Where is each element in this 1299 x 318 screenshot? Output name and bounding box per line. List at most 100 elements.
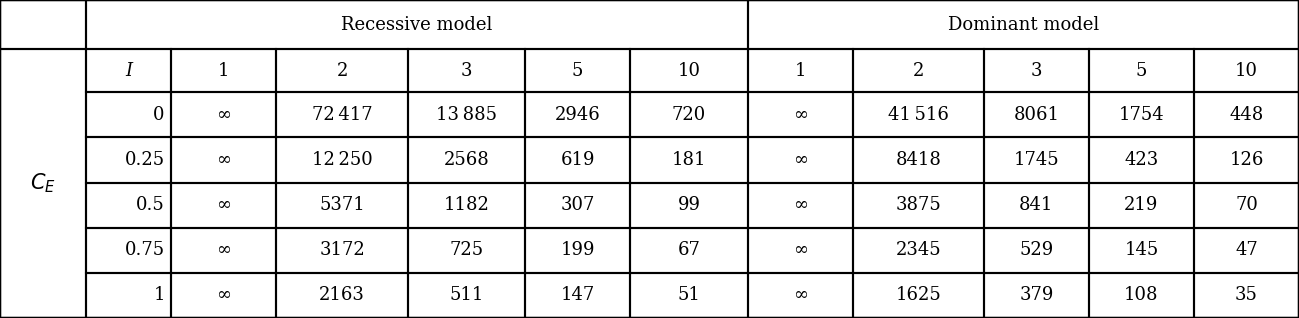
Bar (748, 92, 852, 137)
Bar (277, 49, 408, 92)
Bar (1194, 137, 1299, 183)
Bar (983, 273, 1089, 318)
Bar (1194, 49, 1299, 92)
Text: 1: 1 (795, 62, 805, 80)
Text: 13 885: 13 885 (436, 106, 498, 124)
Text: 3: 3 (1030, 62, 1042, 80)
Bar (630, 92, 748, 137)
Text: 147: 147 (560, 287, 595, 304)
Text: 1: 1 (218, 62, 230, 80)
Bar (983, 228, 1089, 273)
Text: 99: 99 (677, 196, 700, 214)
Bar (1089, 273, 1194, 318)
Text: 10: 10 (1235, 62, 1257, 80)
Text: 47: 47 (1235, 241, 1257, 259)
Bar (852, 183, 983, 228)
Bar (630, 228, 748, 273)
Bar (277, 92, 408, 137)
Text: 181: 181 (672, 151, 707, 169)
Text: 145: 145 (1125, 241, 1159, 259)
Bar (1089, 183, 1194, 228)
Bar (277, 228, 408, 273)
Text: 219: 219 (1124, 196, 1159, 214)
Text: 1182: 1182 (443, 196, 490, 214)
Text: 1625: 1625 (895, 287, 942, 304)
Bar (748, 49, 852, 92)
Bar (748, 273, 852, 318)
Text: Dominant model: Dominant model (948, 16, 1099, 34)
Text: 0.5: 0.5 (136, 196, 165, 214)
Bar (525, 228, 630, 273)
Text: 51: 51 (678, 287, 700, 304)
Bar (171, 92, 277, 137)
Text: 725: 725 (449, 241, 483, 259)
Text: ∞: ∞ (792, 106, 808, 124)
Text: 70: 70 (1235, 196, 1257, 214)
Bar (277, 137, 408, 183)
Bar (408, 183, 525, 228)
Bar (86, 92, 171, 137)
Text: 379: 379 (1020, 287, 1053, 304)
Text: 448: 448 (1229, 106, 1264, 124)
Bar (630, 137, 748, 183)
Text: 10: 10 (677, 62, 700, 80)
Bar (748, 183, 852, 228)
Text: 3: 3 (461, 62, 472, 80)
Text: 5: 5 (572, 62, 583, 80)
Text: 2: 2 (336, 62, 348, 80)
Bar (408, 137, 525, 183)
Text: ∞: ∞ (217, 241, 231, 259)
Text: 0.25: 0.25 (125, 151, 165, 169)
Bar (525, 49, 630, 92)
Text: ∞: ∞ (217, 106, 231, 124)
Bar (1089, 137, 1194, 183)
Text: ∞: ∞ (792, 196, 808, 214)
Bar (277, 183, 408, 228)
Text: 1: 1 (153, 287, 165, 304)
Bar (525, 92, 630, 137)
Bar (408, 228, 525, 273)
Bar (852, 49, 983, 92)
Text: 2: 2 (913, 62, 924, 80)
Text: 0.75: 0.75 (125, 241, 165, 259)
Bar (171, 228, 277, 273)
Text: ∞: ∞ (792, 151, 808, 169)
Text: 72 417: 72 417 (312, 106, 373, 124)
Bar (630, 183, 748, 228)
Bar (983, 137, 1089, 183)
Text: 199: 199 (560, 241, 595, 259)
Bar (1089, 49, 1194, 92)
Bar (852, 273, 983, 318)
Bar (171, 273, 277, 318)
Bar (86, 137, 171, 183)
Bar (748, 137, 852, 183)
Bar (86, 273, 171, 318)
Text: $C_E$: $C_E$ (30, 172, 56, 196)
Text: 67: 67 (678, 241, 700, 259)
Bar (1194, 228, 1299, 273)
Bar (983, 92, 1089, 137)
Bar (748, 0, 1299, 49)
Text: ∞: ∞ (217, 287, 231, 304)
Bar (630, 49, 748, 92)
Text: ∞: ∞ (217, 151, 231, 169)
Text: 5371: 5371 (320, 196, 365, 214)
Bar (171, 137, 277, 183)
Bar (630, 273, 748, 318)
Bar (408, 92, 525, 137)
Text: 108: 108 (1124, 287, 1159, 304)
Text: 41 516: 41 516 (887, 106, 948, 124)
Text: 8061: 8061 (1013, 106, 1060, 124)
Text: 2568: 2568 (443, 151, 490, 169)
Text: 2345: 2345 (895, 241, 940, 259)
Text: 3172: 3172 (320, 241, 365, 259)
Bar (1194, 92, 1299, 137)
Bar (852, 228, 983, 273)
Text: ∞: ∞ (792, 287, 808, 304)
Bar (171, 49, 277, 92)
Text: 1745: 1745 (1013, 151, 1059, 169)
Text: 2946: 2946 (555, 106, 600, 124)
Text: 423: 423 (1125, 151, 1159, 169)
Text: 8418: 8418 (895, 151, 942, 169)
Bar (525, 273, 630, 318)
